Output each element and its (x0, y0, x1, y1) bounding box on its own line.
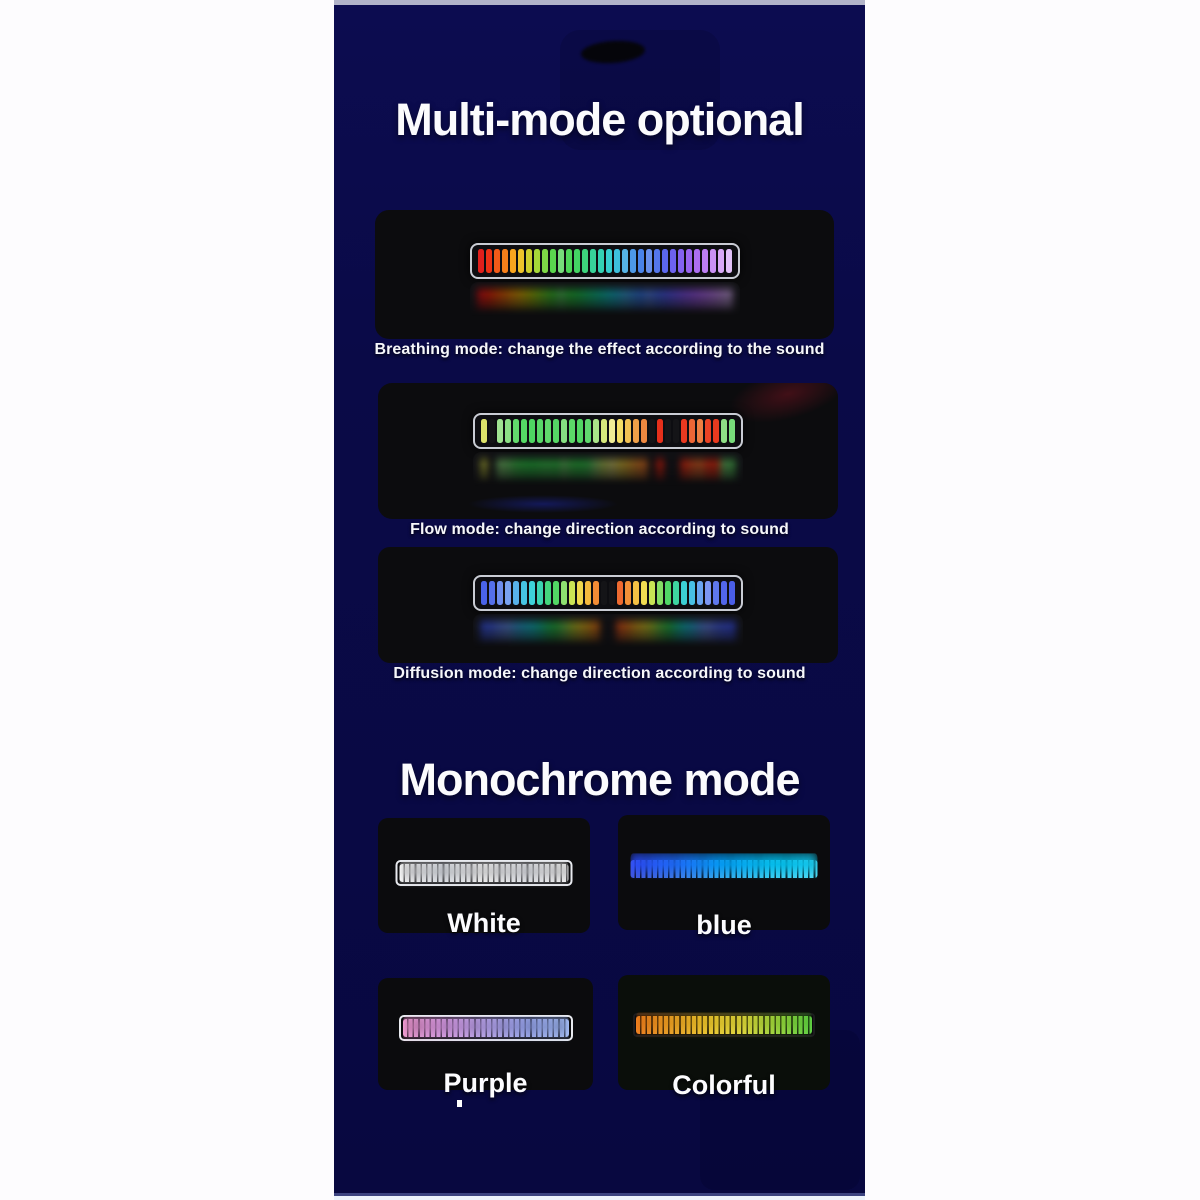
diffusion-mode-caption: Diffusion mode: change direction accordi… (393, 665, 806, 682)
led-bar-blue (630, 853, 818, 900)
breathing-mode-photo (375, 210, 834, 339)
led-bar-reflection (630, 853, 818, 882)
led-bar-diffusion (473, 575, 743, 650)
led-bar-reflection (473, 614, 743, 650)
led-bar-colorful (633, 1012, 815, 1059)
led-bar-reflection (473, 452, 743, 488)
multi-mode-title: Multi-mode optional (395, 94, 804, 145)
led-bar-reflection (399, 861, 569, 890)
bottom-edge-line (334, 1193, 865, 1196)
led-bar-reflection (636, 1012, 812, 1041)
diffusion-mode-photo (378, 547, 838, 663)
breathing-mode-caption: Breathing mode: change the effect accord… (374, 341, 825, 358)
led-bar-reflection (469, 282, 740, 318)
led-bar-casing (469, 243, 740, 279)
led-bar-white (395, 860, 573, 908)
purple-label: Purple (443, 1068, 528, 1098)
top-edge-strip (334, 0, 865, 5)
colorful-label: Colorful (672, 1070, 776, 1100)
blue-label: blue (696, 910, 752, 940)
blue-mode-photo (618, 815, 830, 930)
flow-mode-caption: Flow mode: change direction according to… (410, 521, 789, 538)
white-speck (457, 1100, 462, 1107)
flow-mode-photo (378, 383, 838, 519)
bottom-edge-strip (334, 1196, 865, 1200)
led-bar-casing (473, 575, 743, 611)
purple-mode-photo (378, 978, 593, 1090)
white-mode-photo (378, 818, 590, 933)
led-bar-breathing (469, 243, 740, 318)
led-bar-casing (633, 1013, 815, 1037)
monochrome-title: Monochrome mode (399, 754, 800, 805)
white-label: White (447, 908, 521, 938)
led-bar-purple (398, 1015, 573, 1063)
led-bar-flow (473, 413, 743, 488)
led-bar-casing (473, 413, 743, 449)
colorful-mode-photo (618, 975, 830, 1090)
led-bar-reflection (402, 1016, 569, 1045)
led-strip (636, 1016, 812, 1034)
